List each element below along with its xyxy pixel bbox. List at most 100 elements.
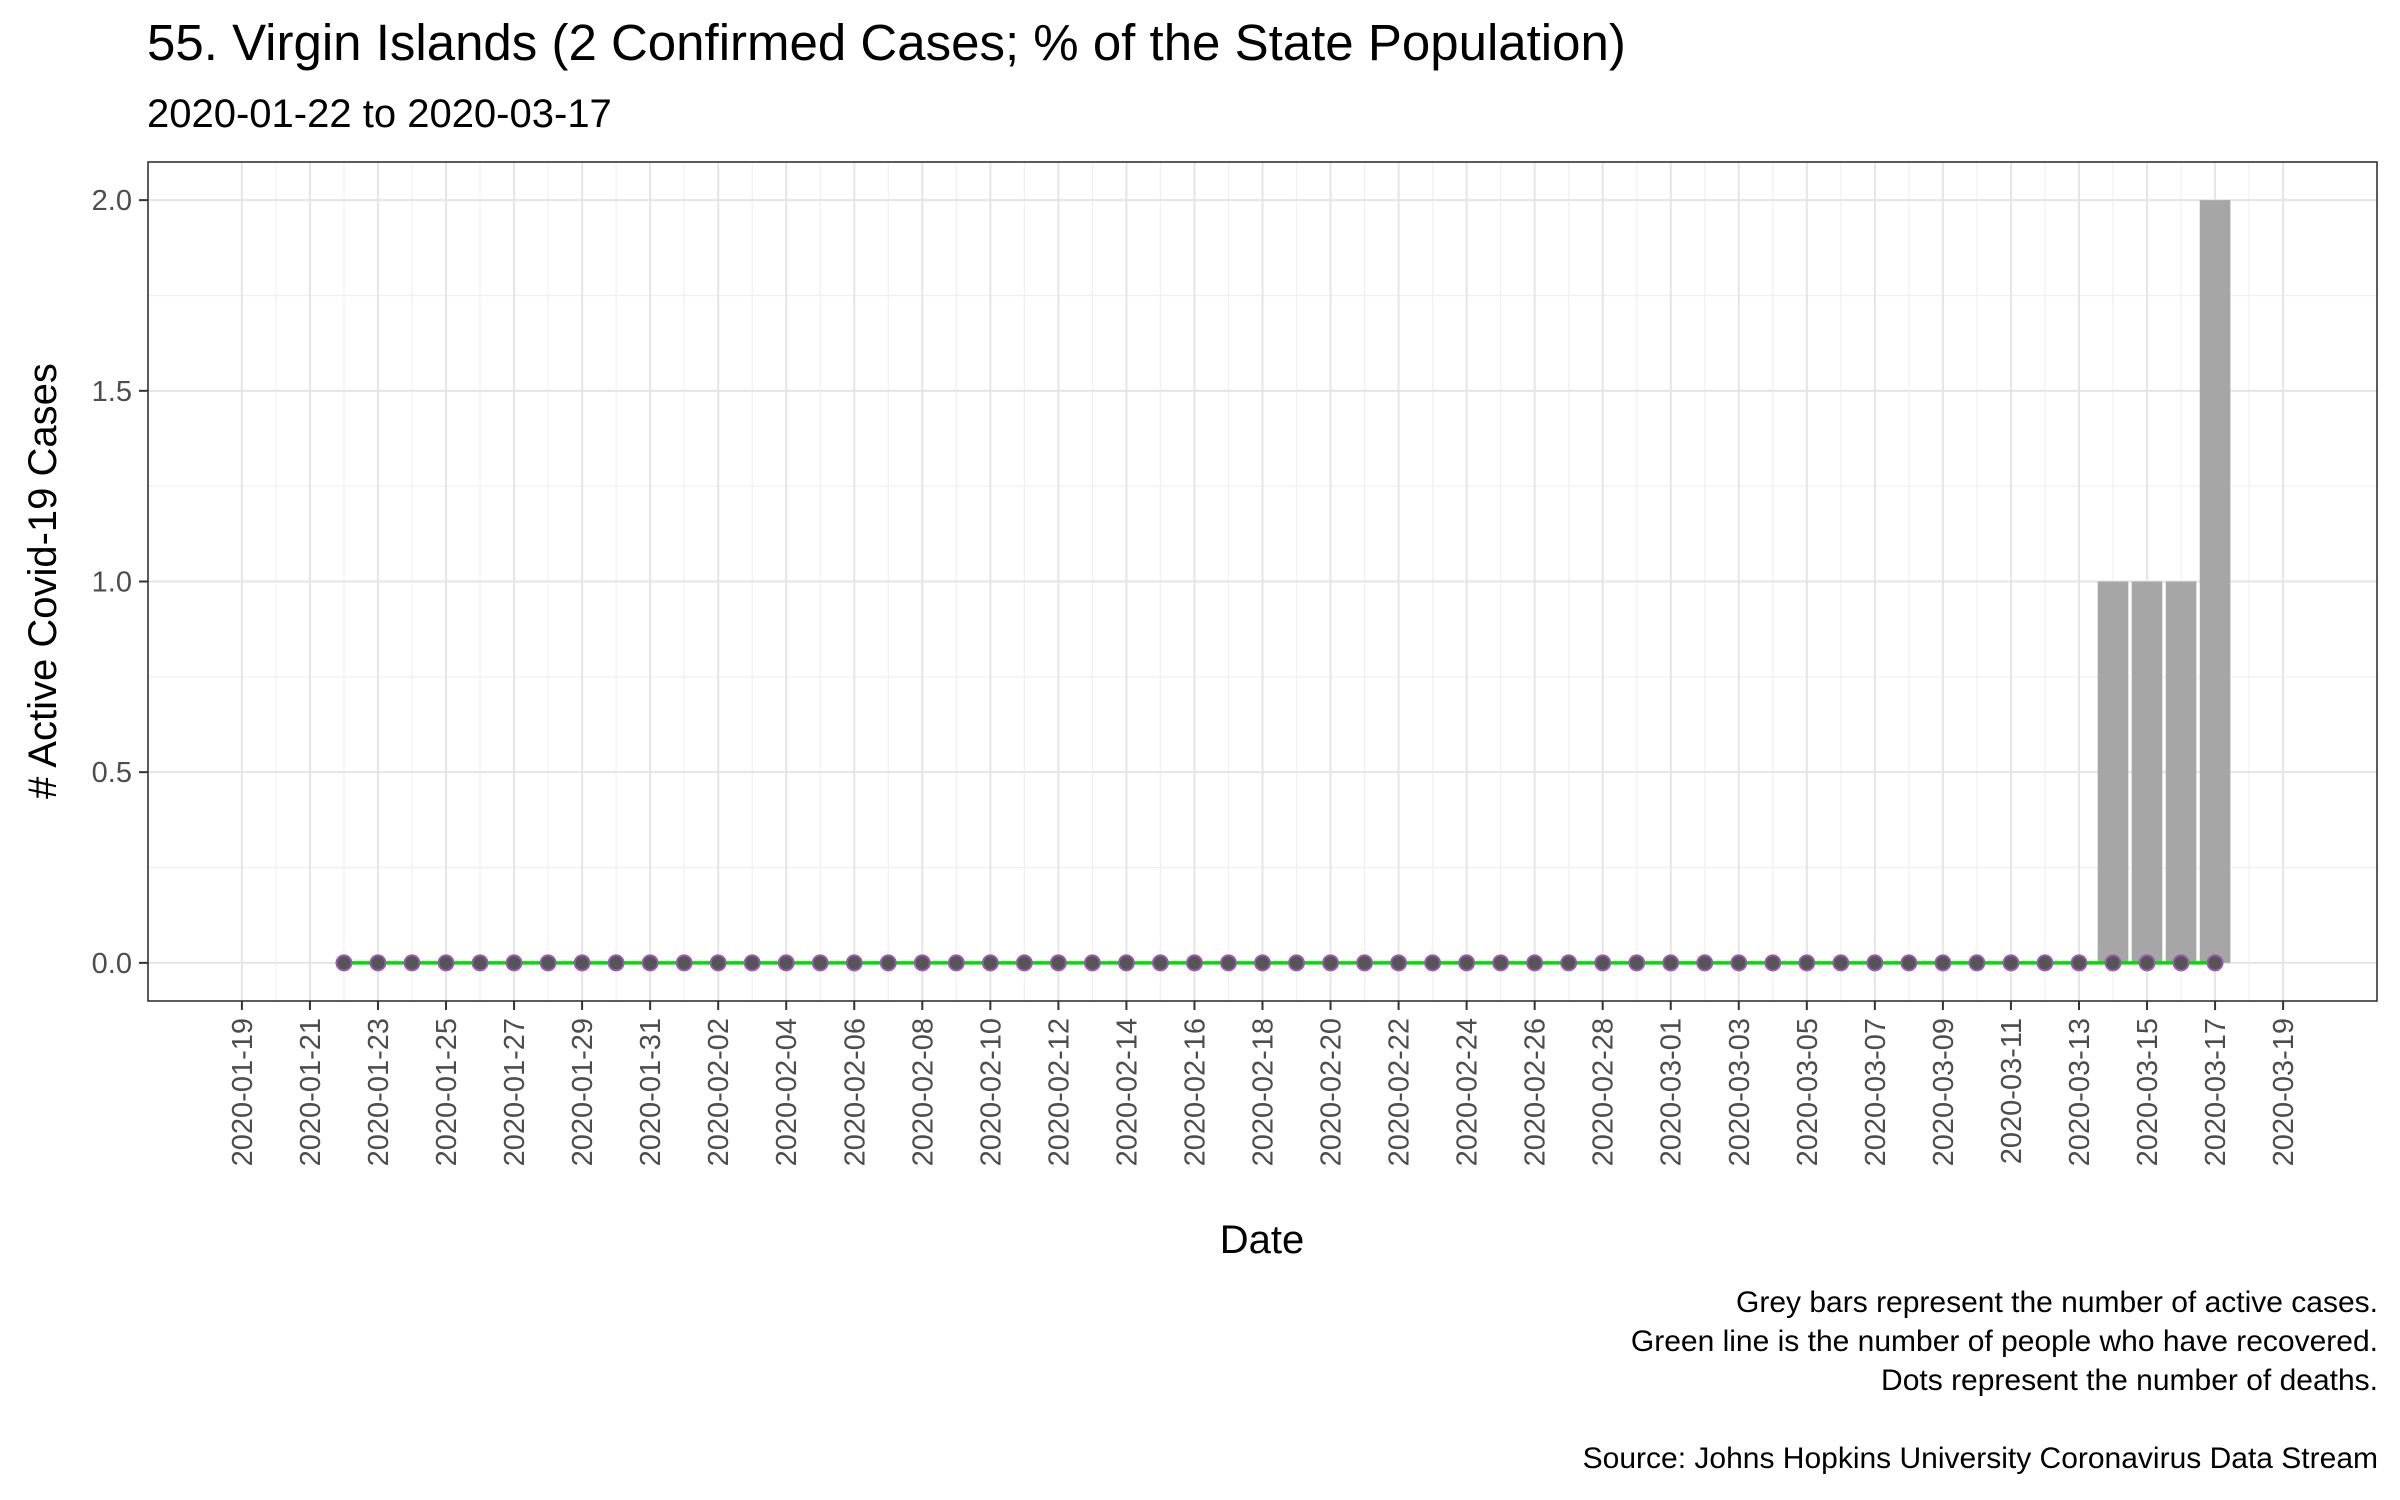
x-tick-label: 2020-02-14 (1111, 1018, 1143, 1166)
death-dot (1594, 954, 1612, 972)
death-dot (1560, 954, 1578, 972)
death-dot (709, 954, 727, 972)
death-dot (1900, 954, 1918, 972)
death-dot (1526, 954, 1544, 972)
death-dot (573, 954, 591, 972)
x-tick-label: 2020-03-15 (2132, 1018, 2164, 1166)
x-tick-label: 2020-03-03 (1724, 1018, 1756, 1166)
death-dot (879, 954, 897, 972)
x-tick-label: 2020-01-31 (635, 1018, 667, 1166)
death-dot (2138, 954, 2156, 972)
death-dot (1288, 954, 1306, 972)
x-tick-label: 2020-02-12 (1043, 1018, 1075, 1166)
death-dot (675, 954, 693, 972)
x-tick-label: 2020-03-17 (2200, 1018, 2232, 1166)
x-tick-label: 2020-01-23 (363, 1018, 395, 1166)
caption-line: Dots represent the number of deaths. (1881, 1364, 2378, 1397)
death-dot (1832, 954, 1850, 972)
x-tick-label: 2020-01-27 (499, 1018, 531, 1166)
bar-active-cases (2131, 581, 2163, 963)
y-axis: 0.0 0.5 1.0 1.5 2.0 (92, 185, 148, 980)
death-dot (1185, 954, 1203, 972)
chart-subtitle: 2020-01-22 to 2020-03-17 (147, 92, 612, 136)
death-dot (1390, 954, 1408, 972)
death-dot (1628, 954, 1646, 972)
x-axis: 2020-01-19 2020-01-21 2020-01-23 2020-01-25… (227, 1001, 2300, 1166)
death-dot (1492, 954, 1510, 972)
x-tick-label: 2020-02-26 (1520, 1018, 1552, 1166)
death-dot (811, 954, 829, 972)
death-dots (335, 954, 2224, 972)
x-tick-label: 2020-03-01 (1656, 1018, 1688, 1166)
x-tick-label: 2020-01-25 (431, 1018, 463, 1166)
death-dot (403, 954, 421, 972)
caption: Grey bars represent the number of active… (1583, 1286, 2378, 1475)
death-dot (1968, 954, 1986, 972)
bar-active-cases (2165, 581, 2197, 963)
x-tick-label: 2020-02-28 (1588, 1018, 1620, 1166)
death-dot (981, 954, 999, 972)
death-dot (947, 954, 965, 972)
y-axis-title: # Active Covid-19 Cases (21, 363, 65, 799)
death-dot (1322, 954, 1340, 972)
death-dot (607, 954, 625, 972)
death-dot (505, 954, 523, 972)
x-tick-label: 2020-02-24 (1452, 1018, 1484, 1166)
caption-line: Green line is the number of people who h… (1631, 1325, 2378, 1358)
x-tick-label: 2020-02-02 (703, 1018, 735, 1166)
death-dot (1083, 954, 1101, 972)
death-dot (2002, 954, 2020, 972)
death-dot (369, 954, 387, 972)
y-tick-label: 1.5 (92, 376, 132, 408)
y-tick-label: 0.0 (92, 948, 132, 980)
x-tick-label: 2020-03-05 (1792, 1018, 1824, 1166)
death-dot (1662, 954, 1680, 972)
x-tick-label: 2020-02-06 (839, 1018, 871, 1166)
x-tick-label: 2020-01-19 (227, 1018, 259, 1166)
death-dot (1117, 954, 1135, 972)
death-dot (1049, 954, 1067, 972)
death-dot (1764, 954, 1782, 972)
death-dot (1356, 954, 1374, 972)
death-dot (743, 954, 761, 972)
death-dot (437, 954, 455, 972)
x-tick-label: 2020-02-10 (975, 1018, 1007, 1166)
death-dot (1730, 954, 1748, 972)
death-dot (641, 954, 659, 972)
x-tick-label: 2020-02-08 (907, 1018, 939, 1166)
x-tick-label: 2020-03-13 (2064, 1018, 2096, 1166)
death-dot (2036, 954, 2054, 972)
death-dot (777, 954, 795, 972)
x-tick-label: 2020-02-16 (1179, 1018, 1211, 1166)
x-tick-label: 2020-02-22 (1384, 1018, 1416, 1166)
x-axis-title: Date (1220, 1218, 1305, 1262)
death-dot (1219, 954, 1237, 972)
x-tick-label: 2020-03-19 (2268, 1018, 2300, 1166)
bar-active-cases (2097, 581, 2129, 963)
x-tick-label: 2020-02-18 (1248, 1018, 1280, 1166)
chart-title: 55. Virgin Islands (2 Confirmed Cases; %… (147, 14, 1626, 71)
death-dot (1934, 954, 1952, 972)
y-tick-label: 2.0 (92, 185, 132, 217)
death-dot (1866, 954, 1884, 972)
death-dot (539, 954, 557, 972)
x-tick-label: 2020-01-29 (567, 1018, 599, 1166)
death-dot (1015, 954, 1033, 972)
death-dot (1424, 954, 1442, 972)
death-dot (1798, 954, 1816, 972)
y-tick-label: 1.0 (92, 567, 132, 599)
death-dot (1151, 954, 1169, 972)
bars (2097, 200, 2231, 963)
death-dot (913, 954, 931, 972)
death-dot (1696, 954, 1714, 972)
x-tick-label: 2020-02-04 (771, 1018, 803, 1166)
death-dot (1458, 954, 1476, 972)
x-tick-label: 2020-02-20 (1316, 1018, 1348, 1166)
caption-line: Source: Johns Hopkins University Coronav… (1583, 1442, 2378, 1475)
death-dot (845, 954, 863, 972)
death-dot (471, 954, 489, 972)
x-tick-label: 2020-03-11 (1996, 1018, 2028, 1164)
death-dot (2104, 954, 2122, 972)
x-tick-label: 2020-03-09 (1928, 1018, 1960, 1166)
